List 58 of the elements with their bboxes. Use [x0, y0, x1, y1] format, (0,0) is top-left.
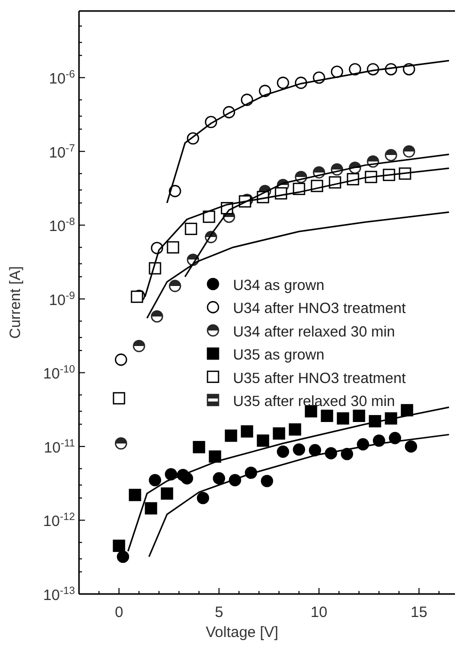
- y-axis-title: Current [A]: [7, 266, 24, 339]
- y-tick-label: 10$^{-8}$: [48, 216, 76, 236]
- y-tick-label: 10$^{-9}$: [48, 290, 76, 309]
- point: [166, 241, 180, 254]
- point: [116, 550, 130, 563]
- point: [128, 488, 142, 502]
- y-tick-label: 10$^{-13}$: [43, 585, 76, 604]
- legend-label: U34 as grown: [233, 278, 324, 294]
- legend-label: U34 after HNO3 treatment: [233, 301, 406, 318]
- point: [288, 423, 302, 436]
- point: [164, 468, 178, 480]
- legend-label: U34 after relaxed 30 min: [233, 324, 396, 340]
- point: [336, 412, 350, 425]
- y-tick-label: 10$^{-6}$: [48, 68, 76, 88]
- point: [114, 437, 128, 450]
- point: [202, 210, 216, 223]
- x-tick-label: 0: [114, 604, 124, 621]
- y-tick-label: 10$^{-11}$: [44, 437, 76, 456]
- x-tick-label: 5: [214, 604, 224, 621]
- point: [352, 410, 366, 422]
- point: [112, 392, 126, 404]
- point: [132, 340, 146, 352]
- x-tick-label: 10: [310, 604, 328, 621]
- point: [168, 280, 182, 292]
- point: [384, 148, 398, 162]
- x-tick-label: 15: [410, 604, 428, 621]
- x-axis-title: Voltage [V]: [206, 624, 278, 641]
- point: [112, 540, 126, 552]
- line-series: [148, 434, 450, 558]
- point: [260, 474, 274, 488]
- point: [272, 427, 286, 440]
- point: [148, 474, 162, 486]
- point: [192, 440, 206, 454]
- point: [340, 448, 354, 460]
- y-tick-label: 10$^{-7}$: [48, 142, 76, 162]
- point: [212, 472, 226, 484]
- point: [150, 310, 164, 323]
- line-series: [166, 60, 450, 204]
- legend-label: U35 after HNO3 treatment: [233, 370, 406, 387]
- point: [256, 434, 270, 447]
- point: [224, 430, 238, 442]
- legend-label: U35 as grown: [233, 348, 324, 364]
- point: [400, 404, 414, 416]
- y-tick-label: 10$^{-12}$: [43, 511, 76, 530]
- legend-label: U35 after relaxed 30 min: [233, 394, 396, 410]
- point: [292, 443, 306, 456]
- y-tick-label: 10$^{-10}$: [43, 364, 76, 383]
- point: [402, 145, 416, 158]
- point: [240, 425, 254, 438]
- point: [184, 222, 198, 236]
- point: [160, 487, 174, 500]
- point: [144, 502, 158, 514]
- point: [308, 444, 322, 456]
- point: [404, 440, 418, 453]
- point: [196, 492, 210, 504]
- point: [276, 446, 290, 458]
- point: [320, 410, 334, 422]
- point: [180, 472, 194, 484]
